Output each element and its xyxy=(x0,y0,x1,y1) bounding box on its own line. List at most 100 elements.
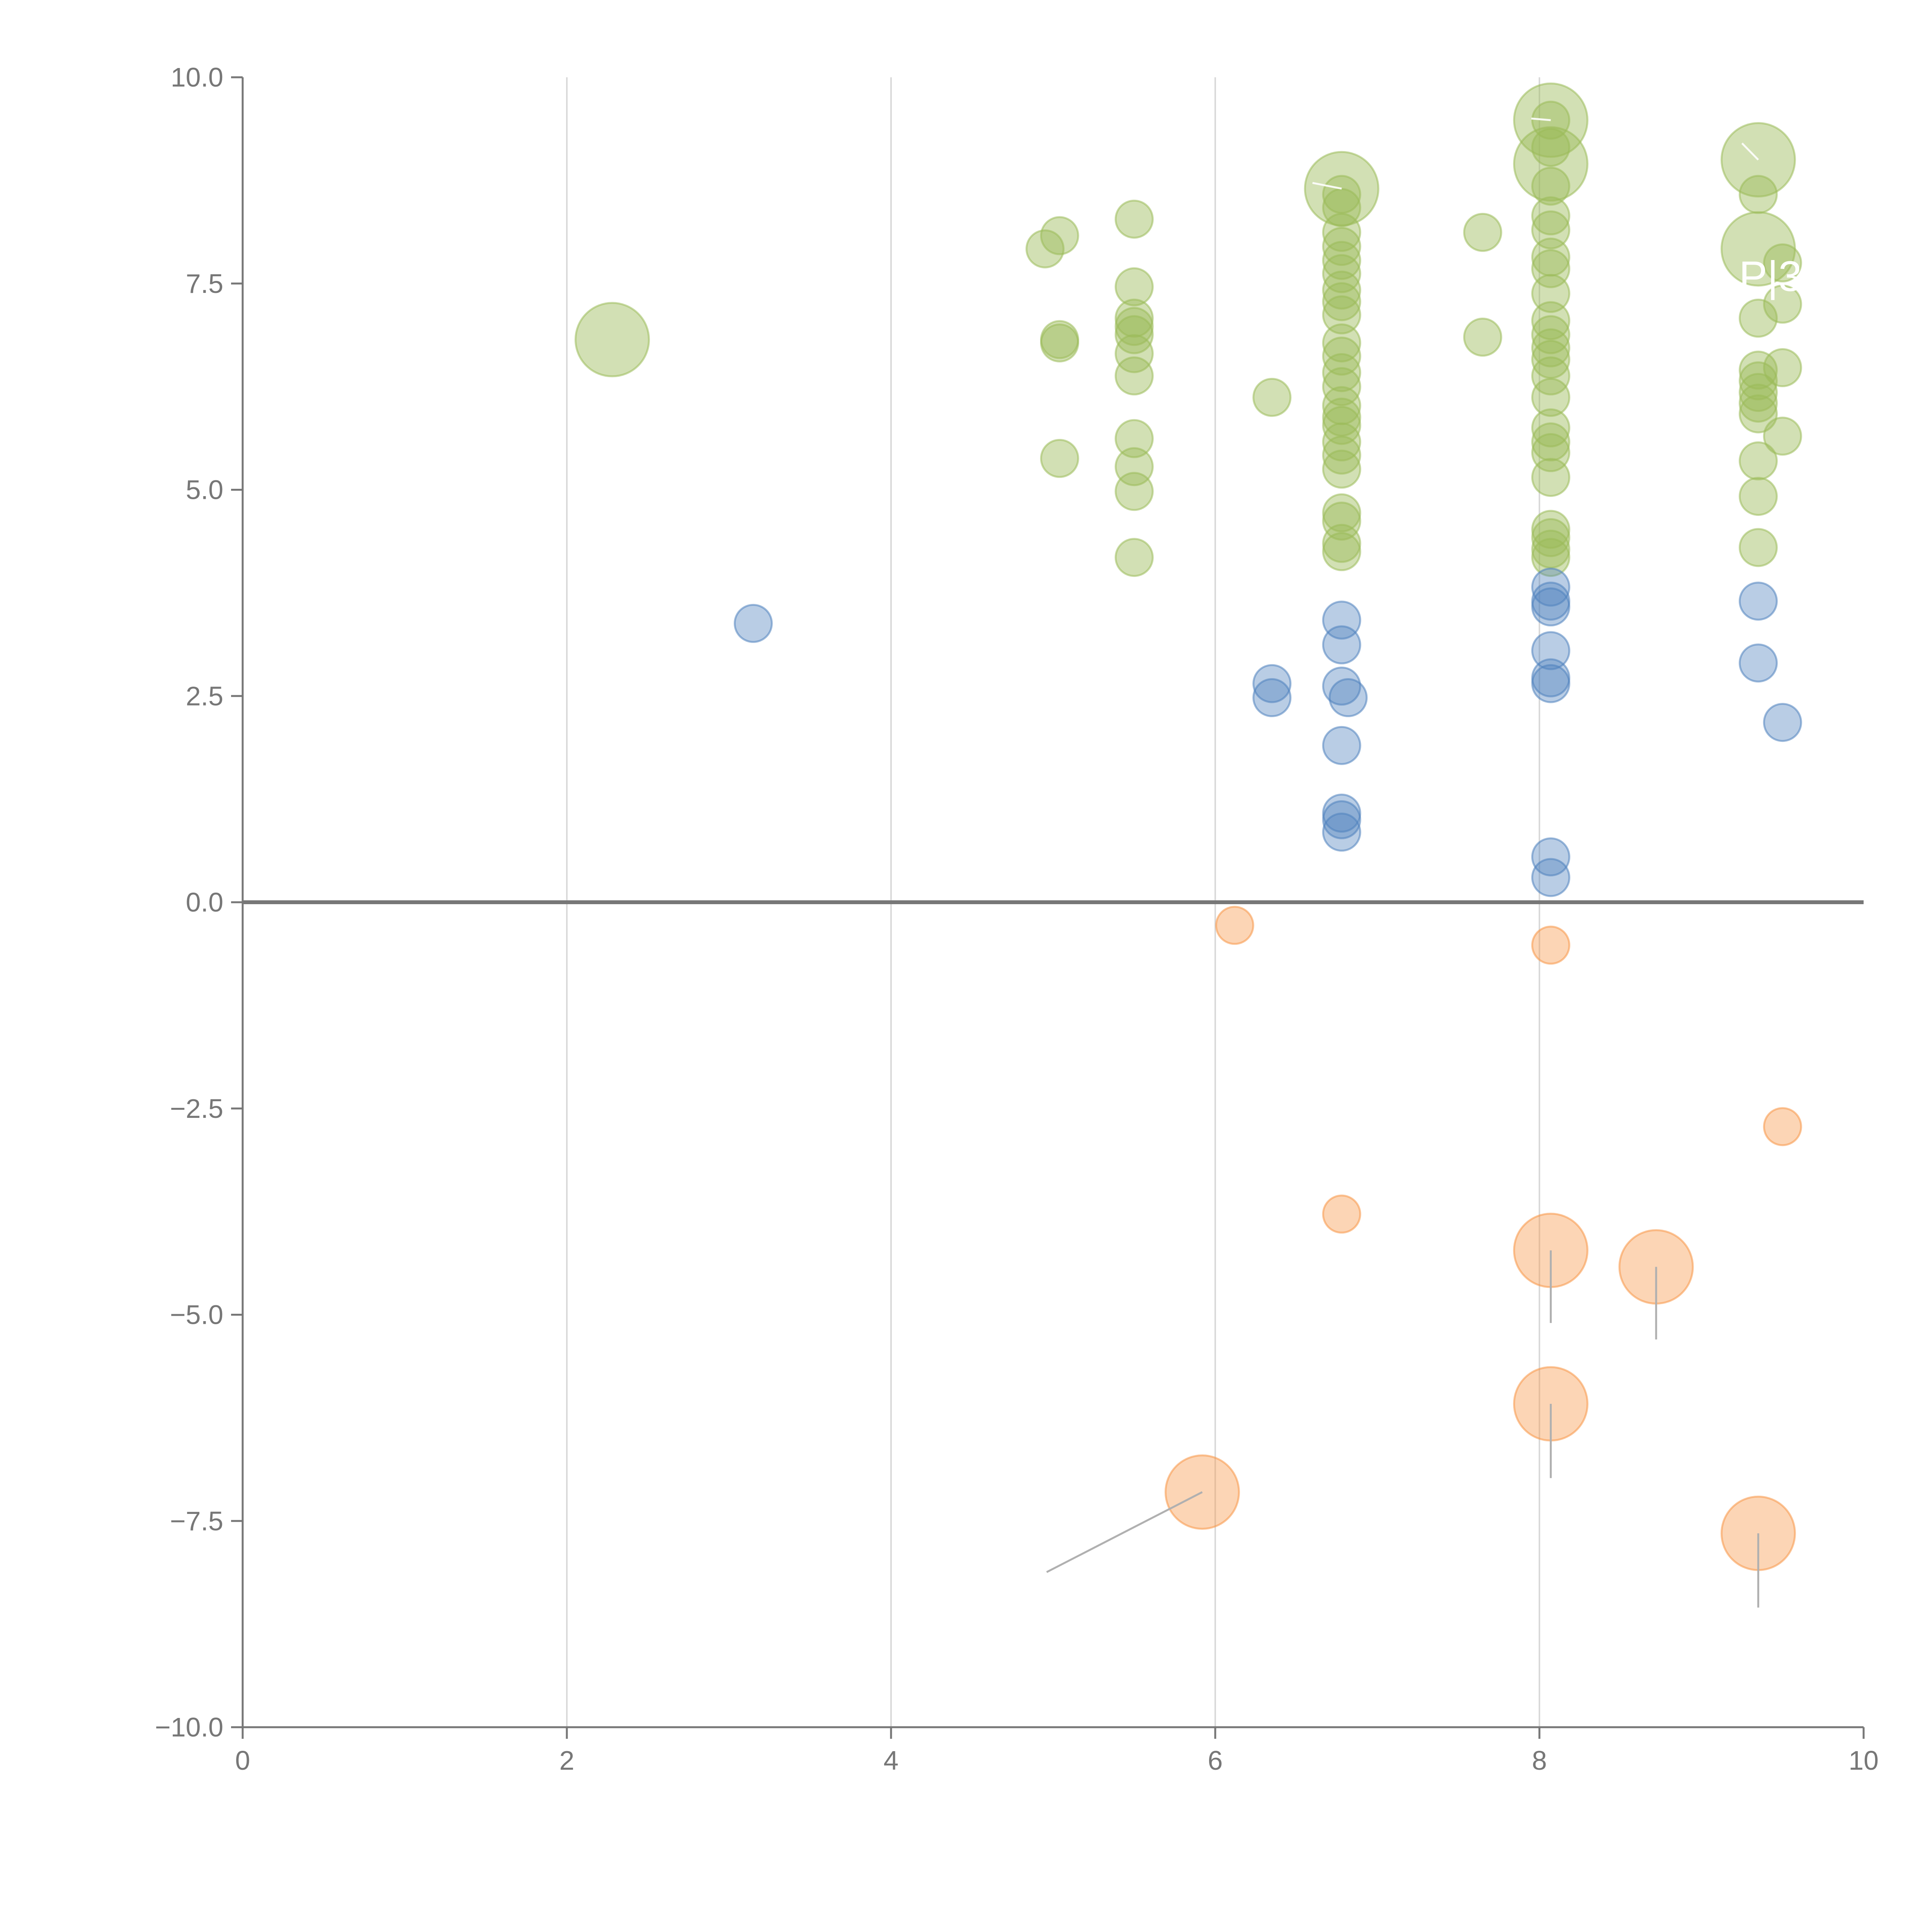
orange-data-point xyxy=(1215,906,1254,945)
green-data-point xyxy=(1763,348,1802,388)
leader-line xyxy=(1312,182,1342,190)
blue-data-point xyxy=(1531,587,1570,627)
blue-data-point xyxy=(733,604,773,643)
green-data-point xyxy=(1531,328,1570,367)
y-tick-label: −10.0 xyxy=(155,1712,223,1742)
green-data-point xyxy=(1114,267,1154,306)
green-data-point xyxy=(1738,175,1778,214)
green-data-point xyxy=(1531,538,1570,577)
green-data-point xyxy=(1531,422,1570,462)
green-data-point xyxy=(1322,449,1361,489)
orange-data-point xyxy=(1763,1107,1802,1146)
y-tick-label: 7.5 xyxy=(186,269,223,299)
green-data-point xyxy=(1322,502,1361,541)
y-tick-label: 2.5 xyxy=(186,681,223,711)
y-tick-label: 10.0 xyxy=(171,62,223,92)
blue-data-point xyxy=(1252,664,1292,703)
point-annotation: P|3 xyxy=(1739,253,1802,300)
axes: 0 2 4 6 8 10 10.0 7.5 5.0 2.5 0.0 −2.5 −5.0 −7.5 −10.0 xyxy=(155,62,1879,1776)
green-data-point xyxy=(1114,419,1154,458)
blue-data-point xyxy=(1322,800,1361,839)
green-data-point xyxy=(1322,282,1361,321)
leader-line xyxy=(1531,117,1551,121)
orange-data-point xyxy=(1322,1194,1361,1234)
blue-data-point xyxy=(1531,567,1570,607)
y-tick-label: 0.0 xyxy=(186,887,223,917)
green-data-point xyxy=(1322,406,1361,445)
green-data-point xyxy=(1738,298,1778,338)
green-data-point xyxy=(1114,307,1154,346)
leader-lines xyxy=(1046,117,1759,1608)
green-data-point xyxy=(1322,435,1361,475)
x-tick-label: 8 xyxy=(1532,1745,1547,1776)
blue-data-point xyxy=(1322,813,1361,852)
point-labels: P|3 xyxy=(1739,253,1802,300)
green-data-point xyxy=(574,302,650,378)
green-data-point xyxy=(1738,528,1778,567)
green-data-point xyxy=(1114,538,1154,577)
green-data-point xyxy=(1463,318,1502,357)
blue-data-point xyxy=(1322,726,1361,765)
blue-data-point xyxy=(1531,858,1570,897)
y-tick-label: 5.0 xyxy=(186,475,223,505)
leader-line xyxy=(1046,1491,1203,1573)
green-data-point xyxy=(1531,378,1570,417)
green-data-point xyxy=(1738,477,1778,516)
green-data-point xyxy=(1322,213,1361,252)
green-data-point xyxy=(1322,241,1361,280)
y-tick-label: −5.0 xyxy=(170,1300,223,1330)
green-data-point xyxy=(1531,167,1570,206)
green-data-point xyxy=(1738,394,1778,434)
green-data-point xyxy=(1114,334,1154,373)
green-data-point xyxy=(1738,441,1778,481)
green-data-point xyxy=(1531,356,1570,396)
green-data-point xyxy=(1040,439,1079,478)
x-tick-label: 4 xyxy=(884,1745,899,1776)
blue-data-point xyxy=(1328,678,1368,718)
green-data-point xyxy=(1763,417,1802,456)
green-data-point xyxy=(1763,284,1802,324)
blue-data-point xyxy=(1738,582,1778,621)
green-data-point xyxy=(1114,472,1154,511)
blue-data-point xyxy=(1763,703,1802,742)
x-tick-label: 10 xyxy=(1849,1745,1879,1776)
blue-data-point xyxy=(1531,837,1570,877)
green-data-point xyxy=(1738,373,1778,412)
green-data-point xyxy=(1322,323,1361,362)
green-data-point xyxy=(1531,457,1570,497)
x-tick-label: 2 xyxy=(560,1745,575,1776)
green-data-point xyxy=(1322,227,1361,266)
green-data-point xyxy=(1531,210,1570,250)
green-data-point xyxy=(1322,493,1361,532)
green-data-point xyxy=(1252,378,1292,417)
green-data-point xyxy=(1322,254,1361,293)
green-data-point xyxy=(1531,518,1570,557)
green-data-point xyxy=(1114,298,1154,338)
green-data-point xyxy=(1531,301,1570,340)
green-data-point xyxy=(1114,199,1154,239)
leader-line xyxy=(1741,143,1759,161)
green-data-point xyxy=(1463,213,1502,252)
blue-data-point xyxy=(1531,631,1570,670)
green-data-point xyxy=(1026,229,1065,269)
y-tick-label: −7.5 xyxy=(170,1506,223,1536)
x-tick-label: 0 xyxy=(235,1745,250,1776)
green-data-point xyxy=(1114,356,1154,396)
green-data-point xyxy=(1738,383,1778,423)
green-data-point xyxy=(1531,510,1570,549)
green-data-point xyxy=(1531,128,1570,167)
blue-data-point xyxy=(1322,667,1361,706)
x-tick-label: 6 xyxy=(1208,1745,1223,1776)
y-tick-label: −2.5 xyxy=(170,1094,223,1124)
green-data-point xyxy=(1322,532,1361,571)
blue-data-point xyxy=(1738,643,1778,683)
green-data-point xyxy=(1322,353,1361,392)
green-data-point xyxy=(1322,524,1361,563)
blue-data-point xyxy=(1252,678,1292,718)
green-data-point xyxy=(1763,243,1802,282)
data-points xyxy=(574,82,1802,1571)
green-data-point xyxy=(1322,422,1361,462)
green-data-point xyxy=(1738,361,1778,401)
